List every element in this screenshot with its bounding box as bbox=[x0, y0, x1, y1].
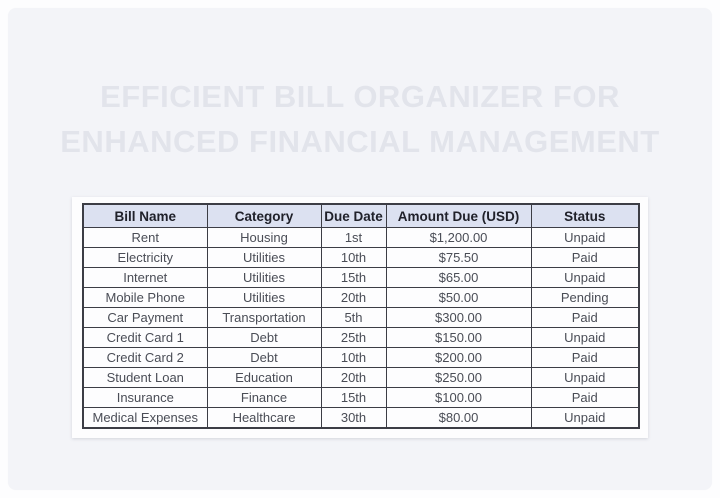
table-cell: Unpaid bbox=[530, 367, 640, 388]
table-row: Internet Utilities 15th $65.00 Unpaid bbox=[82, 267, 640, 288]
bill-table: Bill Name Category Due Date Amount Due (USD… bbox=[82, 203, 640, 429]
table-cell: Credit Card 2 bbox=[82, 347, 208, 368]
table-cell: 30th bbox=[320, 407, 387, 429]
table-row: Mobile Phone Utilities 20th $50.00 Pending bbox=[82, 287, 640, 308]
table-cell: 10th bbox=[320, 347, 387, 368]
preview-card: EFFICIENT BILL ORGANIZER FOR ENHANCED FI… bbox=[8, 8, 712, 490]
table-cell: Paid bbox=[530, 347, 640, 368]
table-header-row: Bill Name Category Due Date Amount Due (USD… bbox=[82, 203, 640, 228]
table-cell: $75.50 bbox=[385, 247, 532, 268]
column-header: Status bbox=[530, 203, 640, 228]
table-cell: $150.00 bbox=[385, 327, 532, 348]
column-header: Due Date bbox=[320, 203, 387, 228]
table-cell: Unpaid bbox=[530, 407, 640, 429]
table-row: Student Loan Education 20th $250.00 Unpaid bbox=[82, 367, 640, 388]
table-row: Rent Housing 1st $1,200.00 Unpaid bbox=[82, 227, 640, 248]
column-header: Bill Name bbox=[82, 203, 208, 228]
table-cell: Insurance bbox=[82, 387, 208, 408]
table-cell: $300.00 bbox=[385, 307, 532, 328]
page-title: EFFICIENT BILL ORGANIZER FOR ENHANCED FI… bbox=[8, 74, 712, 164]
table-cell: Debt bbox=[206, 347, 322, 368]
table-row: Car Payment Transportation 5th $300.00 Paid bbox=[82, 307, 640, 328]
table-row: Insurance Finance 15th $100.00 Paid bbox=[82, 387, 640, 408]
table-cell: 15th bbox=[320, 387, 387, 408]
table-cell: Internet bbox=[82, 267, 208, 288]
table-cell: 20th bbox=[320, 367, 387, 388]
table-cell: Education bbox=[206, 367, 322, 388]
table-cell: Paid bbox=[530, 387, 640, 408]
table-cell: Student Loan bbox=[82, 367, 208, 388]
table-cell: Finance bbox=[206, 387, 322, 408]
table-cell: 20th bbox=[320, 287, 387, 308]
table-body: Rent Housing 1st $1,200.00 Unpaid Electricity… bbox=[82, 227, 640, 429]
table-cell: Paid bbox=[530, 307, 640, 328]
table-cell: $80.00 bbox=[385, 407, 532, 429]
table-cell: $200.00 bbox=[385, 347, 532, 368]
table-cell: $250.00 bbox=[385, 367, 532, 388]
table-cell: Healthcare bbox=[206, 407, 322, 429]
table-cell: 15th bbox=[320, 267, 387, 288]
table-cell: Credit Card 1 bbox=[82, 327, 208, 348]
table-cell: Housing bbox=[206, 227, 322, 248]
table-row: Medical Expenses Healthcare 30th $80.00 Unpa… bbox=[82, 407, 640, 429]
table-cell: 10th bbox=[320, 247, 387, 268]
table-cell: $100.00 bbox=[385, 387, 532, 408]
table-cell: 25th bbox=[320, 327, 387, 348]
table-row: Credit Card 1 Debt 25th $150.00 Unpaid bbox=[82, 327, 640, 348]
table-cell: Unpaid bbox=[530, 327, 640, 348]
table-cell: Debt bbox=[206, 327, 322, 348]
table-cell: Mobile Phone bbox=[82, 287, 208, 308]
table-cell: Paid bbox=[530, 247, 640, 268]
page-title-line-2: ENHANCED FINANCIAL MANAGEMENT bbox=[60, 124, 660, 159]
table-row: Credit Card 2 Debt 10th $200.00 Paid bbox=[82, 347, 640, 368]
table-cell: Electricity bbox=[82, 247, 208, 268]
table-cell: Medical Expenses bbox=[82, 407, 208, 429]
page-title-line-1: EFFICIENT BILL ORGANIZER FOR bbox=[100, 79, 620, 114]
table-cell: $50.00 bbox=[385, 287, 532, 308]
table-cell: Rent bbox=[82, 227, 208, 248]
column-header: Amount Due (USD) bbox=[385, 203, 532, 228]
table-cell: Utilities bbox=[206, 267, 322, 288]
table-cell: Utilities bbox=[206, 247, 322, 268]
table-cell: $1,200.00 bbox=[385, 227, 532, 248]
table-cell: $65.00 bbox=[385, 267, 532, 288]
spreadsheet-area: Bill Name Category Due Date Amount Due (USD… bbox=[72, 197, 648, 438]
table-cell: 1st bbox=[320, 227, 387, 248]
table-cell: Utilities bbox=[206, 287, 322, 308]
table-row: Electricity Utilities 10th $75.50 Paid bbox=[82, 247, 640, 268]
column-header: Category bbox=[206, 203, 322, 228]
table-cell: Transportation bbox=[206, 307, 322, 328]
table-cell: Pending bbox=[530, 287, 640, 308]
table-cell: Car Payment bbox=[82, 307, 208, 328]
table-cell: 5th bbox=[320, 307, 387, 328]
table-cell: Unpaid bbox=[530, 227, 640, 248]
table-cell: Unpaid bbox=[530, 267, 640, 288]
